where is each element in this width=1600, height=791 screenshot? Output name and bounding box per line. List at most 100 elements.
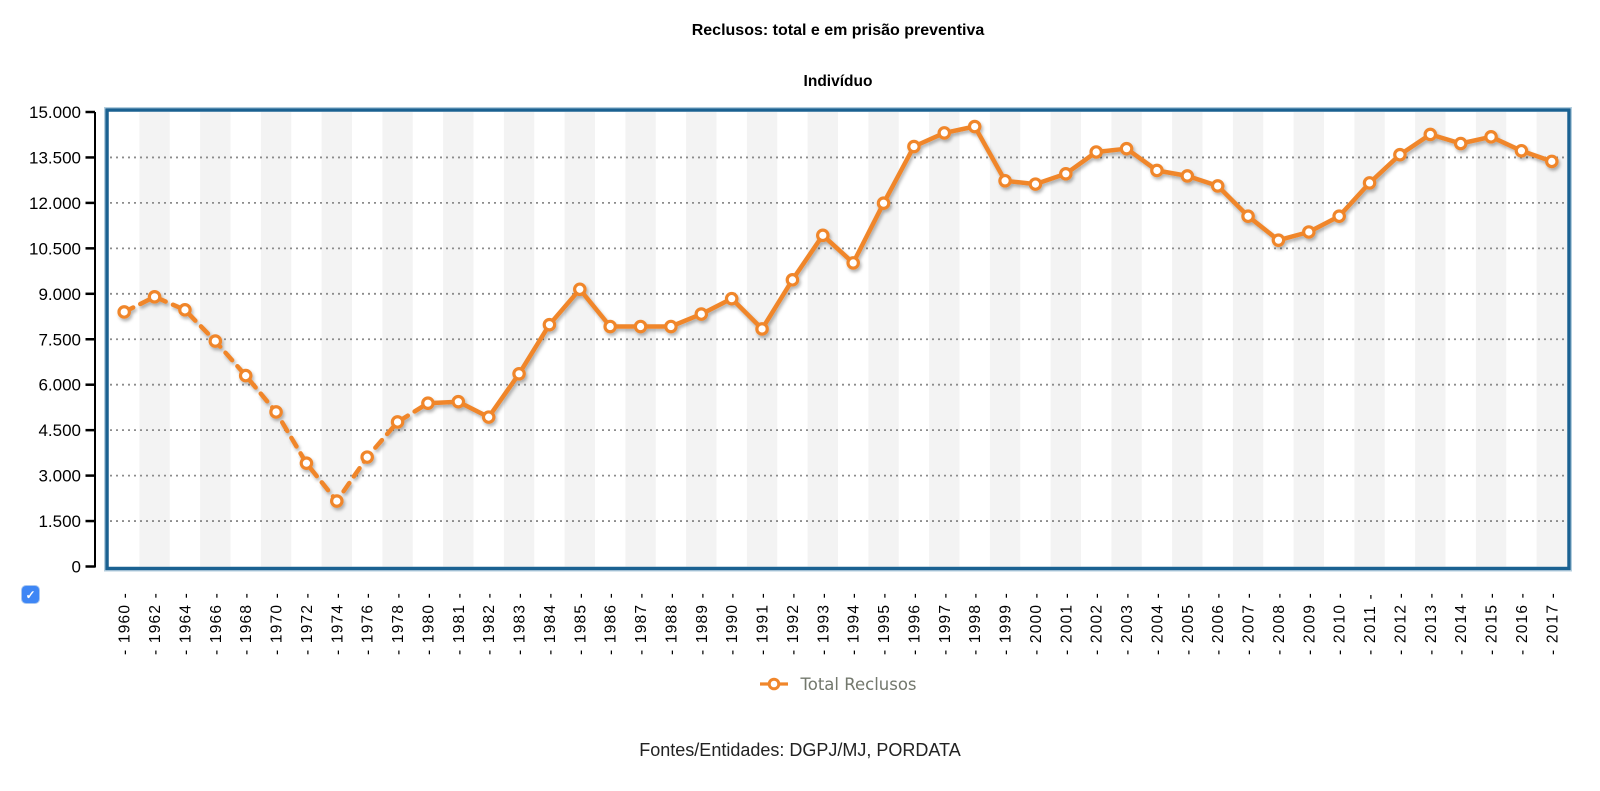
- background-stripe: [746, 112, 778, 567]
- data-point-2012[interactable]: [1393, 147, 1407, 162]
- y-axis-label: 0: [72, 558, 81, 577]
- data-point-1986[interactable]: [603, 319, 617, 334]
- x-axis-label: - 2010 -: [1332, 592, 1349, 655]
- data-point-2006[interactable]: [1210, 179, 1225, 193]
- x-axis-label: - 2009 -: [1301, 592, 1318, 655]
- x-axis-label: - 1968 -: [238, 592, 255, 655]
- data-point-1972[interactable]: [299, 456, 314, 470]
- data-point-2016[interactable]: [1514, 143, 1529, 158]
- data-point-2017[interactable]: [1545, 154, 1559, 169]
- data-point-1985[interactable]: [573, 282, 587, 297]
- y-axis-label: 9.000: [38, 285, 81, 304]
- x-axis-label: - 1978 -: [390, 592, 407, 655]
- x-axis-label: - 1972 -: [299, 592, 316, 655]
- y-axis-label: 15.000: [29, 103, 81, 122]
- y-axis-label: 12.000: [29, 194, 81, 213]
- data-point-1980[interactable]: [421, 396, 435, 410]
- x-axis-label: - 1966 -: [208, 592, 225, 655]
- x-axis-label: - 1991 -: [755, 592, 772, 655]
- data-point-2013[interactable]: [1423, 127, 1438, 142]
- data-point-2008[interactable]: [1271, 233, 1286, 247]
- data-point-2011[interactable]: [1362, 176, 1377, 190]
- data-point-1995[interactable]: [876, 196, 891, 211]
- x-axis-label: - 1983 -: [512, 592, 529, 655]
- data-point-1974[interactable]: [330, 494, 344, 508]
- data-point-1997[interactable]: [937, 126, 952, 140]
- x-axis-label: - 2012 -: [1392, 592, 1409, 655]
- x-axis-label: - 2000 -: [1028, 592, 1045, 655]
- data-point-2007[interactable]: [1241, 209, 1255, 224]
- x-axis-label: - 1976 -: [360, 592, 377, 655]
- legend-series-label: Total Reclusos: [800, 674, 917, 694]
- x-axis-label: - 1980 -: [420, 592, 437, 655]
- series-toggle-checkbox[interactable]: ✓: [22, 586, 39, 603]
- data-point-1964[interactable]: [178, 303, 192, 317]
- data-point-1999[interactable]: [998, 173, 1012, 188]
- data-point-1988[interactable]: [664, 319, 678, 334]
- plot-border: [105, 108, 1571, 571]
- x-axis-label: - 2005 -: [1180, 592, 1197, 655]
- data-point-1984[interactable]: [542, 317, 557, 332]
- x-axis-label: - 2016 -: [1514, 592, 1531, 655]
- data-point-1982[interactable]: [481, 410, 496, 424]
- x-axis-label: - 1974 -: [329, 592, 346, 655]
- data-point-1991[interactable]: [755, 322, 769, 336]
- data-point-1968[interactable]: [238, 368, 253, 383]
- source-attribution: Fontes/Entidades: DGPJ/MJ, PORDATA: [639, 740, 961, 760]
- y-axis: 0 1.500 3.000 4.500 6.000 7.500 9.000 10.500 12.…: [29, 103, 96, 577]
- x-axis-label: - 1995 -: [876, 592, 893, 655]
- x-axis-label: - 2004 -: [1149, 592, 1166, 655]
- data-point-1994[interactable]: [846, 256, 860, 270]
- background-stripe: [1232, 112, 1264, 567]
- data-point-2003[interactable]: [1119, 141, 1134, 156]
- x-axis-label: - 1981 -: [451, 592, 468, 655]
- data-point-2009[interactable]: [1302, 225, 1316, 239]
- x-axis-label: - 1984 -: [542, 592, 559, 655]
- y-axis-label: 3.000: [38, 467, 81, 486]
- chart-title: Reclusos: total e em prisão preventiva: [691, 22, 985, 39]
- data-point-2014[interactable]: [1453, 136, 1468, 151]
- data-point-2000[interactable]: [1028, 177, 1043, 191]
- data-point-1978[interactable]: [390, 415, 405, 429]
- data-point-1996[interactable]: [907, 139, 921, 154]
- data-point-1966[interactable]: [208, 334, 223, 348]
- data-point-2002[interactable]: [1089, 145, 1103, 159]
- data-point-2005[interactable]: [1180, 169, 1195, 183]
- data-point-1987[interactable]: [633, 319, 648, 334]
- data-point-2001[interactable]: [1059, 167, 1073, 181]
- x-axis-label: - 1996 -: [906, 592, 923, 655]
- data-point-2015[interactable]: [1484, 130, 1498, 144]
- x-axis-label: - 1998 -: [967, 592, 984, 655]
- data-point-1998[interactable]: [967, 119, 982, 134]
- y-axis-label: 10.500: [29, 239, 81, 258]
- data-point-1981[interactable]: [451, 394, 466, 409]
- background-stripe: [260, 112, 292, 567]
- data-point-2010[interactable]: [1332, 209, 1346, 224]
- x-axis-label: - 2007 -: [1241, 592, 1258, 655]
- x-axis-label: - 1964 -: [177, 592, 194, 655]
- x-axis-label: - 2002 -: [1089, 592, 1106, 655]
- data-point-1962[interactable]: [147, 290, 162, 304]
- data-point-1983[interactable]: [512, 366, 526, 381]
- data-point-2004[interactable]: [1150, 163, 1164, 178]
- x-axis-label: - 1989 -: [694, 592, 711, 655]
- x-axis-label: - 1985 -: [572, 592, 589, 655]
- legend: Total Reclusos: [106, 666, 1570, 702]
- line-chart: 0 1.500 3.000 4.500 6.000 7.500 9.000 10.500 12.…: [29, 103, 1572, 655]
- x-axis-label: - 1997 -: [937, 592, 954, 655]
- data-point-1990[interactable]: [724, 291, 739, 306]
- x-axis-label: - 1993 -: [815, 592, 832, 655]
- x-axis: - 1960 - - 1962 - - 1964 - - 1966 - - 1968 -…: [117, 592, 1562, 655]
- data-point-1970[interactable]: [269, 405, 283, 419]
- x-axis-label: - 1986 -: [603, 592, 620, 655]
- x-axis-label: - 2001 -: [1058, 592, 1075, 655]
- x-axis-label: - 1999 -: [998, 592, 1015, 655]
- y-axis-label: 7.500: [38, 330, 81, 349]
- data-point-1989[interactable]: [694, 307, 709, 321]
- data-point-1960[interactable]: [117, 305, 131, 319]
- data-point-1976[interactable]: [360, 450, 374, 464]
- x-axis-label: - 1990 -: [724, 592, 741, 655]
- data-point-1993[interactable]: [816, 228, 830, 243]
- data-point-1992[interactable]: [785, 273, 800, 287]
- x-axis-label: - 2006 -: [1210, 592, 1227, 655]
